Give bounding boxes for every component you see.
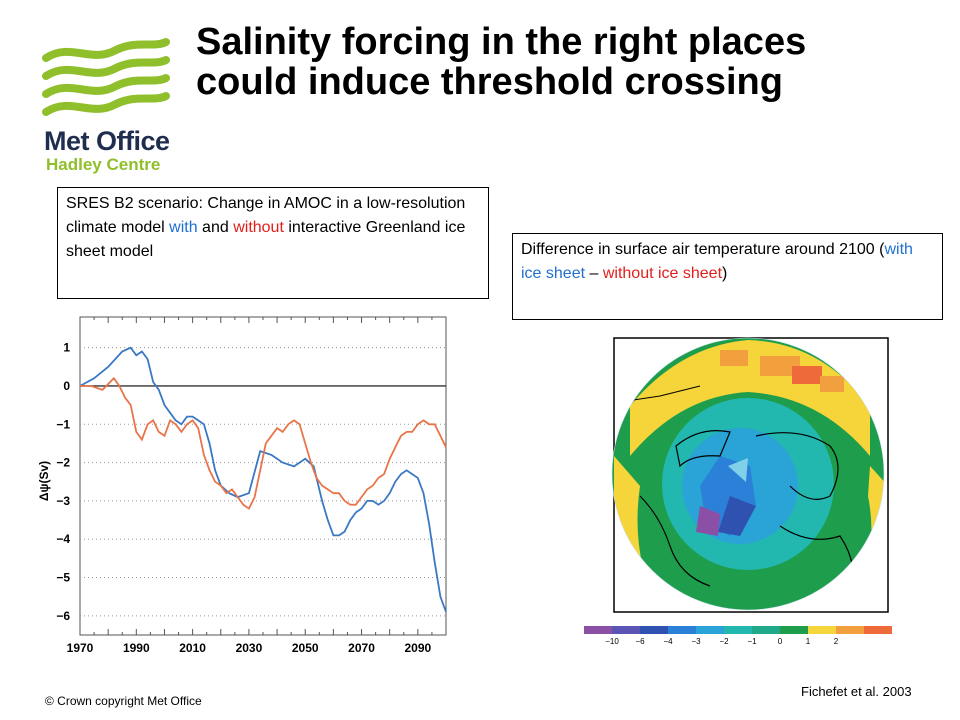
- caption-amoc-without: without: [233, 219, 284, 236]
- map-coastline-3: [639, 495, 711, 587]
- slide-title-line-2: could induce threshold crossing: [196, 61, 783, 103]
- colorbar-swatch: [612, 626, 640, 634]
- y-tick-label: −4: [56, 532, 70, 546]
- x-tick-label: 1990: [123, 641, 150, 655]
- citation: Fichefet et al. 2003: [801, 684, 912, 699]
- colorbar-swatch: [640, 626, 668, 634]
- x-tick-label: 2050: [292, 641, 319, 655]
- colorbar-swatch: [780, 626, 808, 634]
- logo-text-met-office: Met Office: [44, 126, 170, 156]
- colorbar-tick-label: −3: [691, 637, 701, 646]
- grid-lines: [80, 347, 446, 617]
- colorbar-tick-label: −1: [747, 637, 757, 646]
- caption-temp-without: without ice sheet: [602, 265, 723, 282]
- y-tick-labels: 1 0 −1 −2 −3 −4 −5 −6: [56, 341, 70, 623]
- caption-amoc: SRES B2 scenario: Change in AMOC in a lo…: [57, 187, 489, 299]
- amoc-line-chart: 1 0 −1 −2 −3 −4 −5 −6 1970 1990 2010 2030 2050 2070 2…: [37, 316, 447, 655]
- map-cell-warm-2: [792, 366, 822, 384]
- colorbar-swatch: [584, 626, 612, 634]
- y-axis-label: Δψ(Sv): [37, 461, 51, 501]
- y-tick-label: 1: [63, 341, 70, 355]
- caption-temp-text-1: Difference in surface air temperature ar…: [521, 241, 885, 258]
- colorbar-tick-label: −10: [605, 637, 619, 646]
- map-cell-warm-3: [720, 350, 748, 366]
- caption-temperature: Difference in surface air temperature ar…: [512, 233, 943, 320]
- series-line-2: [80, 376, 447, 510]
- temperature-difference-map: −10 −6 −4 −3 −2 −1 0 1 2: [584, 337, 892, 646]
- map-cell-warm-1: [760, 356, 800, 376]
- colorbar-tick-label: 1: [806, 637, 811, 646]
- y-tick-label: −1: [56, 417, 70, 431]
- colorbar-swatch: [668, 626, 696, 634]
- caption-amoc-text-1: SRES B2 scenario: Change in AMOC in a lo…: [66, 195, 466, 236]
- logo-text-hadley-centre: Hadley Centre: [46, 155, 161, 174]
- y-tick-label: −3: [56, 494, 70, 508]
- logo-waves-icon: [42, 38, 170, 116]
- caption-temp-dash: –: [585, 265, 603, 282]
- x-tick-label: 2010: [179, 641, 206, 655]
- colorbar-tick-labels: −10 −6 −4 −3 −2 −1 0 1 2: [605, 637, 839, 646]
- met-office-logo: Met Office Hadley Centre: [36, 34, 176, 174]
- colorbar-swatch: [696, 626, 724, 634]
- colorbar-swatch: [808, 626, 836, 634]
- x-tick-label: 1970: [67, 641, 94, 655]
- map-field: [612, 338, 884, 610]
- caption-amoc-text-3: interactive Greenland ice sheet model: [66, 219, 466, 260]
- x-tick-label: 2030: [236, 641, 263, 655]
- slide-title-line-1: Salinity forcing in the right places: [196, 21, 807, 63]
- caption-temp-text-2: ): [722, 265, 728, 282]
- map-region-pale: [728, 458, 748, 482]
- map-region-purple: [696, 506, 720, 536]
- y-tick-label: −2: [56, 456, 70, 470]
- colorbar-swatch: [752, 626, 780, 634]
- map-region-darkblue: [718, 496, 756, 536]
- colorbar-swatch: [836, 626, 864, 634]
- y-tick-label: 0: [63, 379, 70, 393]
- axis-tick-marks: [79, 317, 447, 635]
- series-lines: [79, 346, 447, 613]
- copyright-notice: © Crown copyright Met Office: [45, 694, 202, 708]
- colorbar: [584, 626, 892, 634]
- series-line-1: [79, 346, 447, 613]
- colorbar-swatch: [724, 626, 752, 634]
- caption-amoc-text-2: and: [197, 219, 234, 236]
- caption-temp-with: with ice sheet: [521, 241, 913, 282]
- y-tick-label: −6: [56, 609, 70, 623]
- colorbar-swatch: [864, 626, 892, 634]
- map-disc-edge: [611, 337, 885, 611]
- map-coastline-1: [675, 430, 731, 468]
- slide-title: Salinity forcing in the right places cou…: [196, 22, 936, 102]
- colorbar-tick-label: 0: [778, 637, 783, 646]
- x-tick-labels: 1970 1990 2010 2030 2050 2070 2090: [67, 641, 432, 655]
- x-tick-label: 2090: [404, 641, 431, 655]
- map-coastline-2: [755, 432, 839, 500]
- plot-frame: [79, 316, 447, 636]
- caption-amoc-with: with: [169, 219, 198, 236]
- colorbar-tick-label: −6: [635, 637, 645, 646]
- map-cell-warm-4: [820, 376, 844, 392]
- y-tick-label: −5: [56, 571, 70, 585]
- colorbar-tick-label: −2: [719, 637, 729, 646]
- colorbar-tick-label: 2: [834, 637, 839, 646]
- colorbar-tick-label: −4: [663, 637, 673, 646]
- x-tick-label: 2070: [348, 641, 375, 655]
